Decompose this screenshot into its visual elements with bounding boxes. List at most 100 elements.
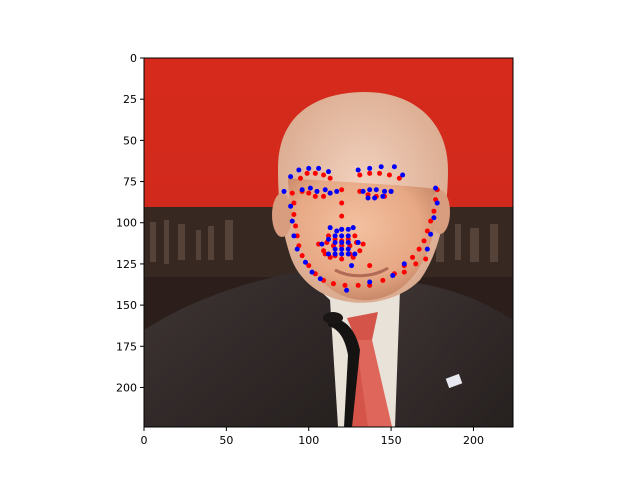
background-photo (144, 58, 513, 427)
blue-landmark-point (380, 193, 386, 199)
blue-landmark-point (388, 188, 394, 194)
red-landmark-point (357, 248, 363, 254)
x-tick-label: 100 (298, 434, 319, 447)
red-landmark-point (312, 170, 318, 176)
red-landmark-point (413, 261, 419, 267)
blue-landmark-point (334, 228, 340, 234)
x-tick-label: 50 (219, 434, 233, 447)
red-landmark-point (360, 241, 366, 247)
blue-landmark-point (350, 225, 356, 231)
blue-landmark-point (307, 185, 313, 191)
red-landmark-point (352, 233, 358, 239)
red-landmark-point (304, 170, 310, 176)
y-tick-label: 125 (116, 258, 137, 271)
red-landmark-point (410, 254, 416, 260)
x-tick-label: 200 (463, 434, 484, 447)
blue-landmark-point (424, 246, 430, 252)
x-axis-ticks: 0 50 100 150 200 (141, 427, 484, 447)
blue-landmark-point (326, 169, 331, 175)
red-landmark-point (357, 172, 363, 178)
blue-landmark-point (345, 233, 351, 239)
blue-landmark-point (296, 167, 302, 173)
red-landmark-point (327, 175, 333, 181)
blue-landmark-point (322, 187, 328, 193)
blue-landmark-point (400, 172, 406, 178)
blue-landmark-point (355, 167, 361, 173)
landmark-points (281, 164, 440, 293)
x-tick-label: 0 (141, 434, 148, 447)
y-tick-label: 100 (116, 217, 137, 230)
blue-landmark-point (291, 233, 297, 239)
y-tick-label: 25 (123, 93, 137, 106)
red-landmark-point (306, 190, 312, 196)
blue-landmark-point (344, 287, 350, 293)
red-landmark-point (293, 223, 299, 229)
red-landmark-point (416, 246, 422, 252)
blue-landmark-point (332, 233, 338, 239)
blue-landmark-point (289, 218, 295, 224)
blue-landmark-point (288, 174, 294, 180)
blue-landmark-point (372, 195, 378, 201)
blue-landmark-point (382, 188, 388, 194)
plot-frame (143, 57, 514, 428)
blue-landmark-point (428, 231, 434, 237)
red-landmark-point (424, 228, 430, 234)
red-landmark-point (299, 253, 305, 259)
blue-landmark-point (367, 187, 373, 193)
red-landmark-point (297, 175, 303, 181)
red-landmark-point (306, 263, 312, 269)
blue-landmark-point (316, 165, 322, 171)
red-landmark-point (396, 175, 402, 181)
y-tick-label: 50 (123, 134, 137, 147)
blue-landmark-point (326, 251, 331, 257)
red-landmark-point (339, 200, 345, 206)
blue-landmark-point (365, 195, 371, 201)
red-landmark-point (291, 211, 297, 217)
red-landmark-point (312, 193, 318, 199)
blue-landmark-point (349, 263, 355, 269)
red-landmark-point (428, 218, 434, 224)
blue-landmark-point (360, 188, 366, 194)
x-tick-label: 150 (381, 434, 402, 447)
red-landmark-point (386, 172, 392, 178)
red-landmark-point (380, 277, 386, 283)
blue-landmark-point (294, 246, 300, 252)
blue-landmark-point (339, 251, 345, 257)
red-landmark-point (291, 200, 297, 206)
blue-landmark-point (317, 276, 323, 282)
blue-landmark-point (355, 240, 361, 245)
red-landmark-point (431, 208, 437, 214)
blue-landmark-point (367, 279, 373, 285)
blue-landmark-point (281, 188, 287, 194)
y-axis-ticks: 0 25 50 75 100 125 150 175 200 (116, 52, 144, 394)
blue-landmark-point (345, 251, 351, 257)
blue-landmark-point (433, 185, 439, 191)
y-tick-label: 0 (130, 52, 137, 65)
red-landmark-point (321, 172, 327, 178)
blue-landmark-point (345, 246, 351, 252)
red-landmark-point (355, 282, 361, 288)
blue-landmark-point (345, 240, 351, 245)
blue-landmark-point (334, 188, 340, 194)
y-tick-label: 75 (123, 176, 137, 189)
red-landmark-point (339, 213, 345, 219)
blue-landmark-point (378, 164, 384, 170)
red-landmark-point (401, 269, 407, 275)
blue-landmark-point (339, 240, 345, 245)
red-landmark-point (339, 256, 345, 262)
blue-landmark-point (302, 259, 308, 265)
blue-landmark-point (401, 261, 407, 267)
red-landmark-point (289, 190, 295, 196)
red-landmark-point (330, 281, 336, 287)
blue-landmark-point (332, 251, 338, 257)
y-tick-label: 200 (116, 381, 137, 394)
blue-landmark-point (339, 233, 345, 239)
y-tick-label: 150 (116, 299, 137, 312)
blue-landmark-point (367, 165, 373, 171)
blue-landmark-point (314, 188, 320, 194)
red-landmark-point (321, 193, 327, 199)
blue-landmark-point (288, 203, 294, 209)
blue-landmark-point (327, 190, 333, 196)
blue-landmark-point (306, 165, 312, 171)
